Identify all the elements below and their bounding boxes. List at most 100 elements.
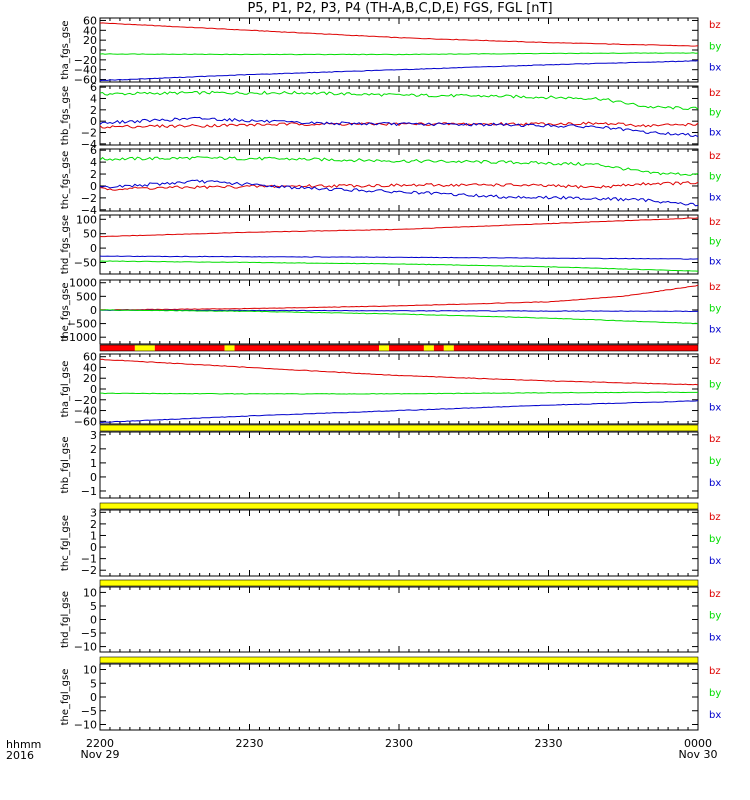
y-tick-label: −60 — [74, 74, 97, 87]
legend-bz-thb_fgs_gse: bz — [709, 88, 721, 99]
y-tick-label: 100 — [76, 213, 97, 226]
legend-bz-tha_fgs_gse: bz — [709, 20, 721, 31]
y-tick-label: 60 — [83, 351, 97, 364]
series-bz-thb_fgs_gse — [99, 121, 699, 129]
y-tick-label: −1 — [81, 553, 97, 566]
legend-bz-thd_fgl_gse: bz — [709, 589, 721, 600]
legend-bx-tha_fgl_gse: bx — [709, 403, 721, 414]
y-tick-label: 0 — [90, 44, 97, 57]
y-tick-label: 3 — [90, 506, 97, 519]
plot-title: P5, P1, P2, P3, P4 (TH-A,B,C,D,E) FGS, F… — [247, 1, 553, 16]
flag-bar-frame — [99, 579, 699, 587]
panel-frame-thd_fgl_gse — [99, 586, 699, 653]
y-tick-label: −40 — [74, 64, 97, 77]
y-axis-label-thc_fgl_gse: thc_fgl_gse — [60, 515, 71, 571]
y-tick-label: 4 — [90, 156, 97, 169]
legend-by-thd_fgl_gse: by — [709, 611, 721, 622]
y-tick-label: 20 — [83, 372, 97, 385]
y-tick-label: −50 — [74, 256, 97, 269]
y-tick-label: 0 — [90, 471, 97, 484]
y-tick-label: 10 — [83, 586, 97, 599]
legend-bx-tha_fgs_gse: bx — [709, 63, 721, 74]
x-tick-label-0000: 0000 — [684, 737, 712, 750]
x-tick-date-2200: Nov 29 — [81, 748, 120, 761]
flag-bar-segment — [100, 503, 698, 509]
y-tick-label: −60 — [74, 415, 97, 428]
y-tick-label: 2 — [90, 443, 97, 456]
y-tick-label: −20 — [74, 54, 97, 67]
series-bz-thc_fgs_gse — [99, 181, 699, 191]
y-tick-label: 0 — [90, 691, 97, 704]
y-axis-label-thc_fgs_gse: thc_fgs_gse — [60, 151, 71, 210]
panel-frame-thd_fgs_gse — [99, 214, 699, 275]
y-tick-label: −2 — [81, 564, 97, 577]
flag-bar-segment — [389, 345, 424, 351]
flag-bar-segment — [100, 425, 698, 431]
legend-by-thb_fgl_gse: by — [709, 456, 721, 467]
legend-by-the_fgl_gse: by — [709, 688, 721, 699]
panel-frame-thc_fgl_gse — [99, 509, 699, 577]
y-tick-label: 50 — [83, 228, 97, 241]
x-tick-label-2230: 2230 — [236, 737, 264, 750]
panel-frame-thc_fgs_gse — [99, 148, 699, 212]
series-by-thc_fgs_gse — [99, 156, 699, 176]
series-bx-thb_fgs_gse — [99, 116, 699, 138]
y-tick-label: 500 — [76, 290, 97, 303]
legend-bz-thc_fgl_gse: bz — [709, 512, 721, 523]
legend-by-tha_fgl_gse: by — [709, 379, 721, 390]
x-tick-label-2300: 2300 — [385, 737, 413, 750]
y-tick-label: −5 — [81, 705, 97, 718]
y-tick-label: 10 — [83, 664, 97, 677]
y-tick-label: 0 — [90, 115, 97, 128]
series-bx-thc_fgs_gse — [99, 179, 699, 207]
flag-bar-segment — [134, 345, 155, 351]
legend-bz-the_fgs_gse: bz — [709, 282, 721, 293]
x-axis-row-label-hhmm: hhmm — [6, 738, 42, 751]
series-bz-tha_fgl_gse — [99, 358, 699, 386]
y-tick-label: 0 — [90, 242, 97, 255]
legend-bz-thd_fgs_gse: bz — [709, 217, 721, 228]
y-tick-label: −1000 — [60, 331, 97, 344]
y-tick-label: −1 — [81, 485, 97, 498]
y-tick-label: −4 — [81, 204, 97, 217]
y-tick-label: 60 — [83, 14, 97, 27]
flag-bar-frame — [99, 656, 699, 664]
legend-bx-thd_fgl_gse: bx — [709, 632, 721, 643]
y-tick-label: −5 — [81, 627, 97, 640]
y-tick-label: −10 — [74, 641, 97, 654]
series-by-thd_fgs_gse — [99, 260, 699, 272]
y-axis-label-thb_fgl_gse: thb_fgl_gse — [60, 437, 71, 494]
y-tick-label: 3 — [90, 429, 97, 442]
flag-bar-segment — [453, 345, 698, 351]
series-by-tha_fgl_gse — [100, 391, 698, 395]
y-axis-label-thb_fgs_gse: thb_fgs_gse — [60, 86, 71, 145]
y-tick-label: 2 — [90, 168, 97, 181]
flag-bar-segment — [443, 345, 454, 351]
series-bz-the_fgs_gse — [100, 284, 699, 311]
y-tick-label: 1 — [90, 457, 97, 470]
y-tick-label: 40 — [83, 24, 97, 37]
legend-bx-thc_fgs_gse: bx — [709, 192, 721, 203]
y-tick-label: 40 — [83, 361, 97, 374]
flag-bar-segment — [379, 345, 390, 351]
legend-by-the_fgs_gse: by — [709, 303, 721, 314]
series-by-tha_fgs_gse — [99, 52, 699, 56]
legend-bz-tha_fgl_gse: bz — [709, 356, 721, 367]
y-tick-label: 1 — [90, 529, 97, 542]
flag-bar-frame — [99, 502, 699, 510]
flag-bar-segment — [154, 345, 225, 351]
series-bx-tha_fgs_gse — [99, 60, 699, 82]
legend-by-tha_fgs_gse: by — [709, 41, 721, 52]
y-axis-label-thd_fgs_gse: thd_fgs_gse — [60, 215, 71, 274]
y-tick-label: 4 — [90, 92, 97, 105]
y-tick-label: −500 — [67, 318, 97, 331]
y-tick-label: 1000 — [69, 277, 97, 290]
y-tick-label: 0 — [90, 304, 97, 317]
y-tick-label: −2 — [81, 127, 97, 140]
flag-bar-segment — [423, 345, 434, 351]
y-tick-label: −10 — [74, 719, 97, 732]
y-tick-label: 2 — [90, 104, 97, 117]
legend-by-thd_fgs_gse: by — [709, 237, 721, 248]
y-tick-label: 0 — [90, 180, 97, 193]
legend-bz-the_fgl_gse: bz — [709, 666, 721, 677]
